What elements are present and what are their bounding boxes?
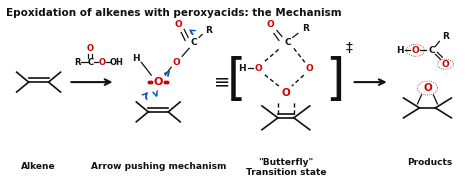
Text: O: O — [411, 46, 419, 55]
Text: H: H — [238, 64, 246, 73]
Text: O: O — [87, 44, 94, 53]
Text: H: H — [396, 46, 403, 55]
Text: O: O — [306, 64, 314, 73]
Text: O: O — [173, 58, 180, 67]
Text: OH: OH — [109, 58, 123, 67]
Text: ≡: ≡ — [214, 73, 230, 92]
Text: Epoxidation of alkenes with peroxyacids: the Mechanism: Epoxidation of alkenes with peroxyacids:… — [6, 8, 341, 18]
Text: R: R — [205, 26, 211, 35]
Text: R: R — [442, 32, 449, 41]
Text: ]: ] — [325, 56, 345, 104]
Text: C: C — [428, 46, 435, 55]
Text: O: O — [441, 60, 449, 69]
Text: ‡: ‡ — [345, 41, 352, 55]
Text: C: C — [191, 38, 198, 47]
Text: H: H — [133, 54, 140, 63]
Text: O: O — [282, 88, 290, 98]
Text: Alkene: Alkene — [21, 162, 56, 171]
Text: O: O — [174, 20, 182, 29]
Text: "Butterfly": "Butterfly" — [258, 158, 313, 167]
Text: R: R — [74, 58, 81, 67]
Text: C: C — [87, 58, 93, 67]
Text: O: O — [423, 83, 432, 93]
Text: [: [ — [227, 56, 247, 104]
Text: Transition state: Transition state — [246, 168, 326, 177]
Text: O: O — [254, 64, 262, 73]
Text: O: O — [99, 58, 106, 67]
Text: R: R — [302, 24, 309, 33]
Text: Products: Products — [407, 158, 452, 167]
Text: Arrow pushing mechanism: Arrow pushing mechanism — [91, 162, 226, 171]
Text: O: O — [154, 77, 163, 87]
Text: O: O — [266, 20, 274, 29]
Text: C: C — [284, 38, 291, 47]
